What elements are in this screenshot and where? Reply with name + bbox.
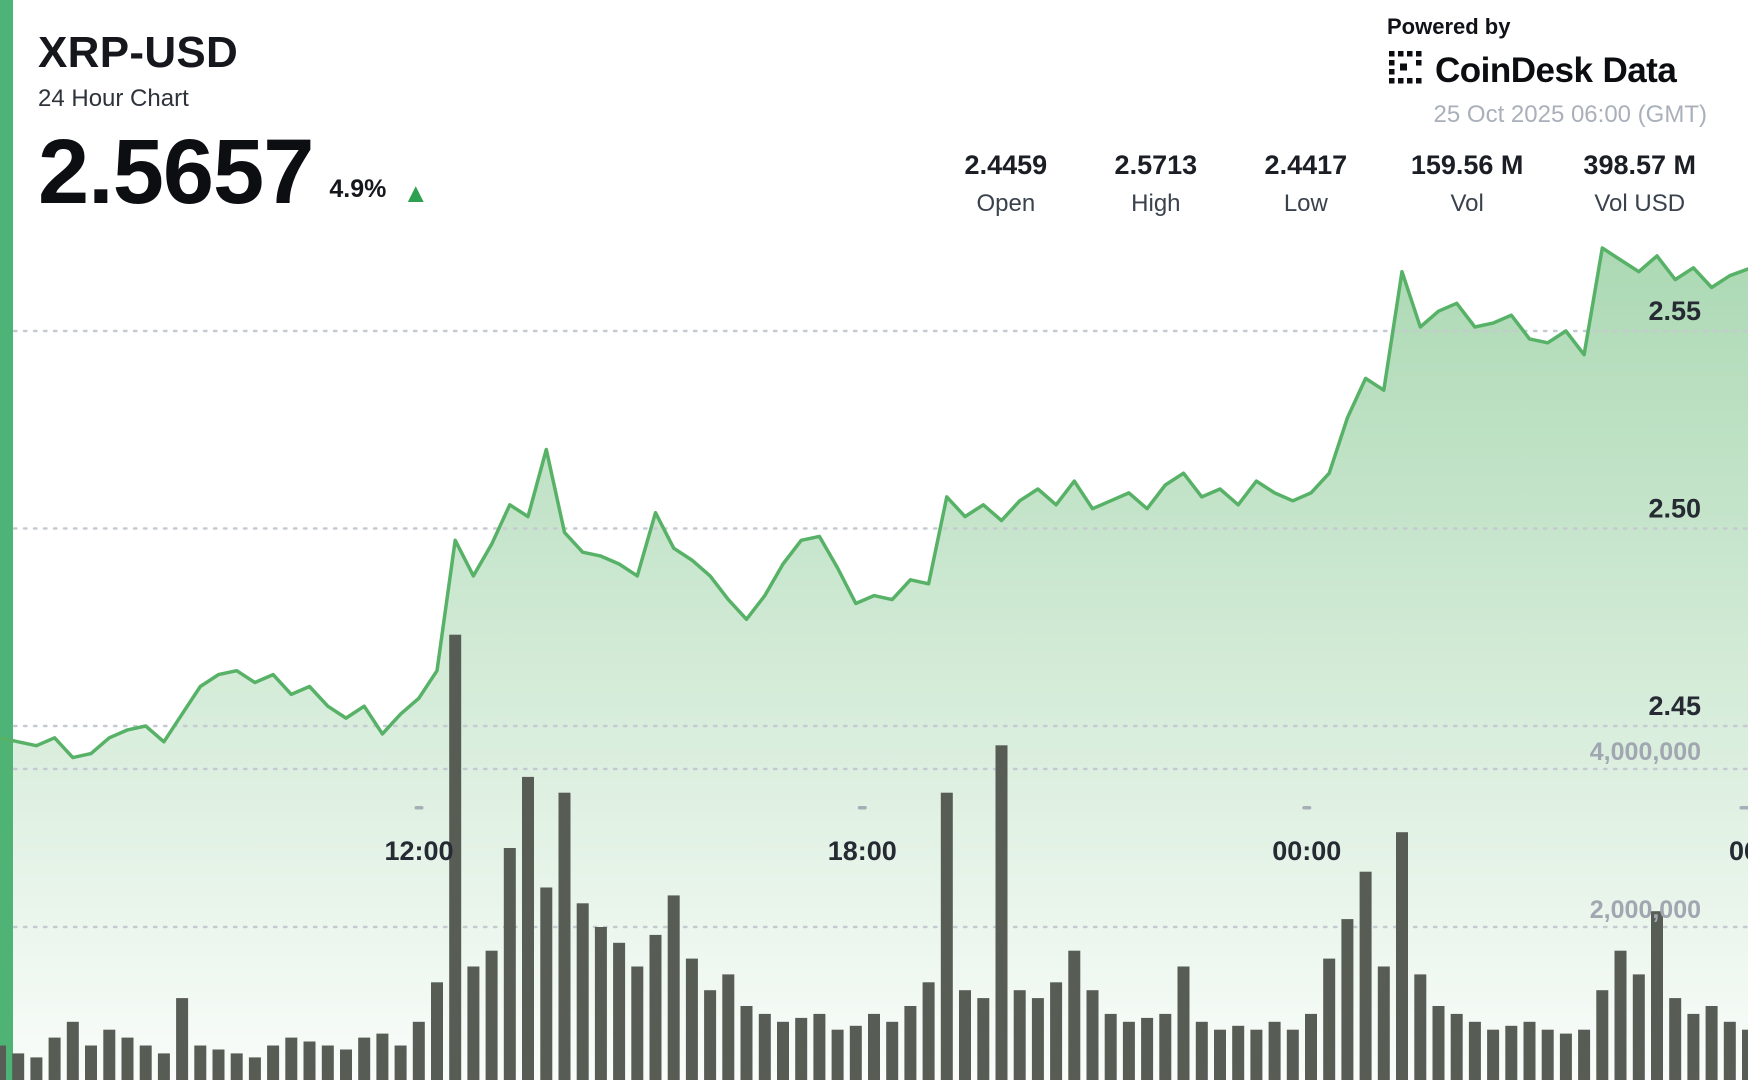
stat-label: Open: [976, 190, 1036, 217]
time-axis-labels: 12:00 18:00 00:00 06: [384, 836, 1748, 866]
price-row: 2.5657 4.9% ▲: [38, 121, 430, 223]
gridlines: [12, 329, 1748, 929]
stat-open: 2.4459 Open: [961, 150, 1051, 218]
symbol-title: XRP-USD: [38, 28, 239, 77]
price-line: [0, 246, 1748, 760]
stat-high: 2.5713 High: [1111, 150, 1201, 218]
stat-vol: 159.56 M Vol: [1411, 150, 1524, 218]
svg-text:18:00: 18:00: [828, 836, 897, 866]
logo-word-data: Data: [1602, 50, 1677, 90]
stat-label: High: [1131, 190, 1181, 217]
coindesk-data-logo[interactable]: CoinDesk Data: [1387, 49, 1707, 92]
current-price: 2.5657: [38, 121, 314, 223]
coindesk-logo-text: CoinDesk Data: [1435, 50, 1677, 91]
header: XRP-USD 24 Hour Chart 2.5657 4.9% ▲: [38, 28, 430, 223]
x-tick-marks: [414, 806, 1748, 810]
stat-value: 2.4417: [1264, 150, 1348, 180]
svg-text:12:00: 12:00: [384, 836, 453, 866]
stat-value: 2.5713: [1114, 150, 1198, 180]
svg-text:2.45: 2.45: [1648, 691, 1701, 721]
branding-block: Powered by CoinDesk Data: [1387, 14, 1707, 129]
volume-axis-labels: 4,000,000 2,000,000: [1590, 738, 1701, 924]
stat-label: Vol: [1450, 190, 1484, 217]
svg-text:4,000,000: 4,000,000: [1590, 738, 1701, 766]
svg-text:2,000,000: 2,000,000: [1590, 896, 1701, 924]
price-volume-chart: 2.55 2.50 2.45 4,000,000 2,000,000 12:00 18:00…: [0, 240, 1748, 1080]
chart-svg: 2.55 2.50 2.45 4,000,000 2,000,000 12:00 18:00…: [0, 246, 1748, 1080]
price-axis-labels: 2.55 2.50 2.45: [1648, 296, 1701, 721]
svg-text:2.50: 2.50: [1648, 494, 1701, 524]
svg-text:06: 06: [1729, 836, 1748, 866]
coindesk-logo-icon: [1387, 49, 1425, 92]
stat-label: Vol USD: [1594, 190, 1686, 217]
powered-by-label: Powered by: [1387, 14, 1511, 39]
ohlc-stats-row: 2.4459 Open 2.5713 High 2.4417 Low 159.5…: [961, 150, 1696, 218]
stat-low: 2.4417 Low: [1261, 150, 1351, 218]
up-arrow-icon: ▲: [402, 178, 430, 209]
stat-value: 2.4459: [964, 150, 1048, 180]
price-area-fill: [0, 248, 1748, 1080]
stat-value: 159.56 M: [1410, 150, 1524, 180]
change-percent: 4.9%: [329, 175, 387, 204]
stat-vol-usd: 398.57 M Vol USD: [1583, 150, 1696, 218]
timestamp: 25 Oct 2025 06:00 (GMT): [1433, 101, 1707, 128]
logo-word-coindesk: CoinDesk: [1435, 50, 1593, 90]
svg-text:00:00: 00:00: [1272, 836, 1341, 866]
chart-subtitle: 24 Hour Chart: [38, 85, 189, 112]
stat-label: Low: [1283, 190, 1328, 217]
volume-bars: [0, 634, 1748, 1080]
svg-text:2.55: 2.55: [1648, 296, 1701, 326]
stat-value: 398.57 M: [1583, 150, 1696, 180]
